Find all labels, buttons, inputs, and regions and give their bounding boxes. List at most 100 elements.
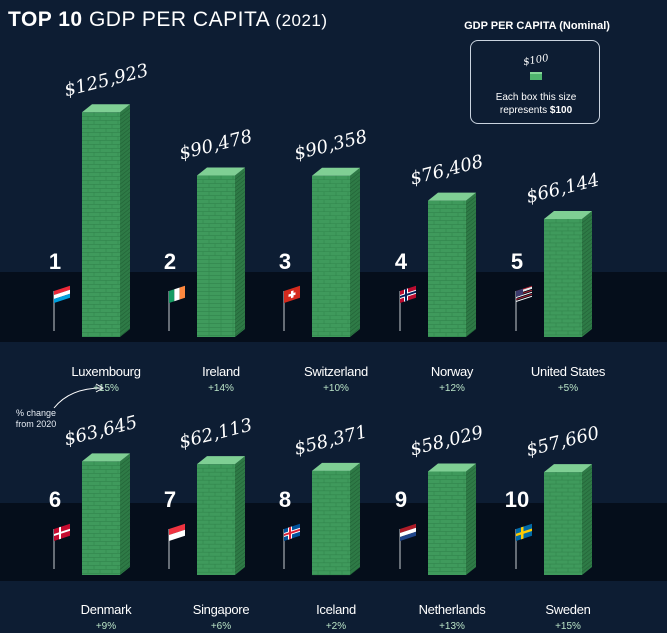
country-name: Sweden bbox=[545, 602, 591, 617]
percent-change: +9% bbox=[95, 621, 117, 632]
change-note-line1: % change bbox=[15, 408, 57, 418]
tower-side-face bbox=[120, 453, 130, 575]
title-main: GDP PER CAPITA bbox=[88, 8, 270, 31]
tower-side-texture bbox=[465, 467, 477, 572]
tower-bar bbox=[428, 463, 477, 575]
rank-number: 5 bbox=[510, 249, 524, 274]
tower-top-face bbox=[197, 167, 245, 176]
country-name: United States bbox=[530, 364, 606, 379]
tower-side-texture bbox=[581, 467, 593, 573]
tower-side-texture bbox=[349, 466, 361, 576]
country-name: Switzerland bbox=[304, 364, 368, 379]
tower-bar bbox=[82, 453, 131, 575]
norway-flag-icon bbox=[400, 285, 416, 303]
netherlands-flag-icon bbox=[400, 523, 416, 541]
value-label: $90,478 bbox=[177, 126, 254, 164]
tower-front-face bbox=[82, 461, 120, 575]
tower-front-face bbox=[197, 464, 235, 575]
rank-number: 7 bbox=[163, 487, 177, 512]
tower-front-face bbox=[312, 175, 350, 337]
legend-brick-icon bbox=[530, 72, 542, 80]
title-year: (2021) bbox=[275, 11, 328, 30]
value-label: $125,923 bbox=[62, 60, 150, 101]
tower-brick-texture bbox=[197, 175, 235, 336]
page-title: TOP 10 GDP PER CAPITA (2021) bbox=[8, 8, 328, 32]
tower-bar bbox=[544, 464, 593, 575]
percent-change: +15% bbox=[555, 621, 581, 632]
country-name: Luxembourg bbox=[71, 364, 141, 379]
tower-brick-texture bbox=[312, 175, 350, 337]
legend-note: Each box this size represents $100 bbox=[471, 91, 601, 117]
value-label: $58,029 bbox=[408, 422, 485, 460]
change-note-arrow-icon bbox=[53, 383, 105, 409]
percent-change: +10% bbox=[323, 383, 349, 394]
tower-side-texture bbox=[234, 171, 246, 336]
tower-bar bbox=[197, 167, 246, 337]
tower-top-face bbox=[312, 462, 360, 471]
tower-side-texture bbox=[349, 171, 361, 336]
tower-front-face bbox=[82, 112, 120, 337]
denmark-flag-icon bbox=[54, 523, 70, 541]
tower-side-texture bbox=[119, 108, 131, 337]
tower-brick-texture bbox=[428, 200, 466, 337]
legend-title: GDP PER CAPITA (Nominal) bbox=[464, 20, 610, 32]
value-label: $76,408 bbox=[408, 151, 485, 189]
value-label: $90,358 bbox=[292, 126, 369, 164]
rank-number: 8 bbox=[278, 487, 292, 512]
country-name: Iceland bbox=[316, 602, 356, 617]
tower-top-face bbox=[312, 167, 360, 176]
tower-front-face bbox=[544, 218, 582, 337]
percent-change: +6% bbox=[210, 621, 232, 632]
tower-side-texture bbox=[465, 196, 477, 337]
tower-top-face bbox=[428, 192, 476, 201]
tower-side-texture bbox=[119, 457, 131, 574]
country-name: Norway bbox=[430, 364, 474, 379]
tower-top-face bbox=[82, 453, 130, 462]
tower-front-face bbox=[197, 175, 235, 337]
tower-top-face bbox=[197, 456, 245, 465]
country-name: Denmark bbox=[80, 602, 132, 617]
country-name: Singapore bbox=[192, 602, 250, 617]
tower-brick-texture bbox=[197, 464, 235, 573]
percent-change: +15% bbox=[93, 383, 119, 394]
tower-bar bbox=[312, 462, 361, 576]
tower-bar bbox=[428, 192, 477, 337]
sweden-flag-icon bbox=[516, 523, 532, 541]
country-name: Netherlands bbox=[418, 602, 486, 617]
legend-note-prefix: represents bbox=[499, 105, 548, 116]
switzerland-flag-icon bbox=[284, 285, 300, 303]
rank-number: 10 bbox=[504, 487, 530, 512]
tower-brick-texture bbox=[544, 472, 582, 573]
tower-bar bbox=[82, 104, 131, 337]
tower-side-texture bbox=[234, 459, 246, 573]
ireland-flag-icon bbox=[169, 285, 186, 303]
legend-note-line1: Each box this size bbox=[495, 92, 577, 103]
tower-top-face bbox=[428, 463, 476, 472]
tower-top-face bbox=[544, 464, 592, 473]
tower-brick-texture bbox=[428, 471, 466, 572]
united-states-flag-icon bbox=[516, 285, 532, 302]
luxembourg-flag-icon bbox=[54, 285, 70, 303]
percent-change: +13% bbox=[439, 621, 465, 632]
title-bold: TOP 10 bbox=[8, 8, 83, 31]
legend-box: $100 Each box this size represents $100 bbox=[470, 40, 600, 124]
tower-brick-texture bbox=[82, 461, 120, 574]
value-label: $66,144 bbox=[524, 169, 601, 207]
percent-change: +2% bbox=[325, 621, 347, 632]
value-label: $63,645 bbox=[62, 412, 139, 450]
change-note-line2: from 2020 bbox=[15, 419, 57, 429]
tower-side-face bbox=[582, 464, 592, 575]
legend-note-line2: represents $100 bbox=[471, 104, 601, 117]
iceland-flag-icon bbox=[284, 523, 300, 541]
rank-number: 6 bbox=[48, 487, 62, 512]
value-label: $57,660 bbox=[524, 423, 601, 461]
singapore-flag-icon bbox=[169, 523, 185, 541]
rank-number: 1 bbox=[48, 249, 62, 274]
tower-top-face bbox=[544, 210, 592, 219]
rank-number: 9 bbox=[394, 487, 408, 512]
country-name: Ireland bbox=[202, 364, 240, 379]
tower-front-face bbox=[544, 472, 582, 575]
rank-number: 2 bbox=[163, 249, 177, 274]
percent-change: +12% bbox=[439, 383, 465, 394]
